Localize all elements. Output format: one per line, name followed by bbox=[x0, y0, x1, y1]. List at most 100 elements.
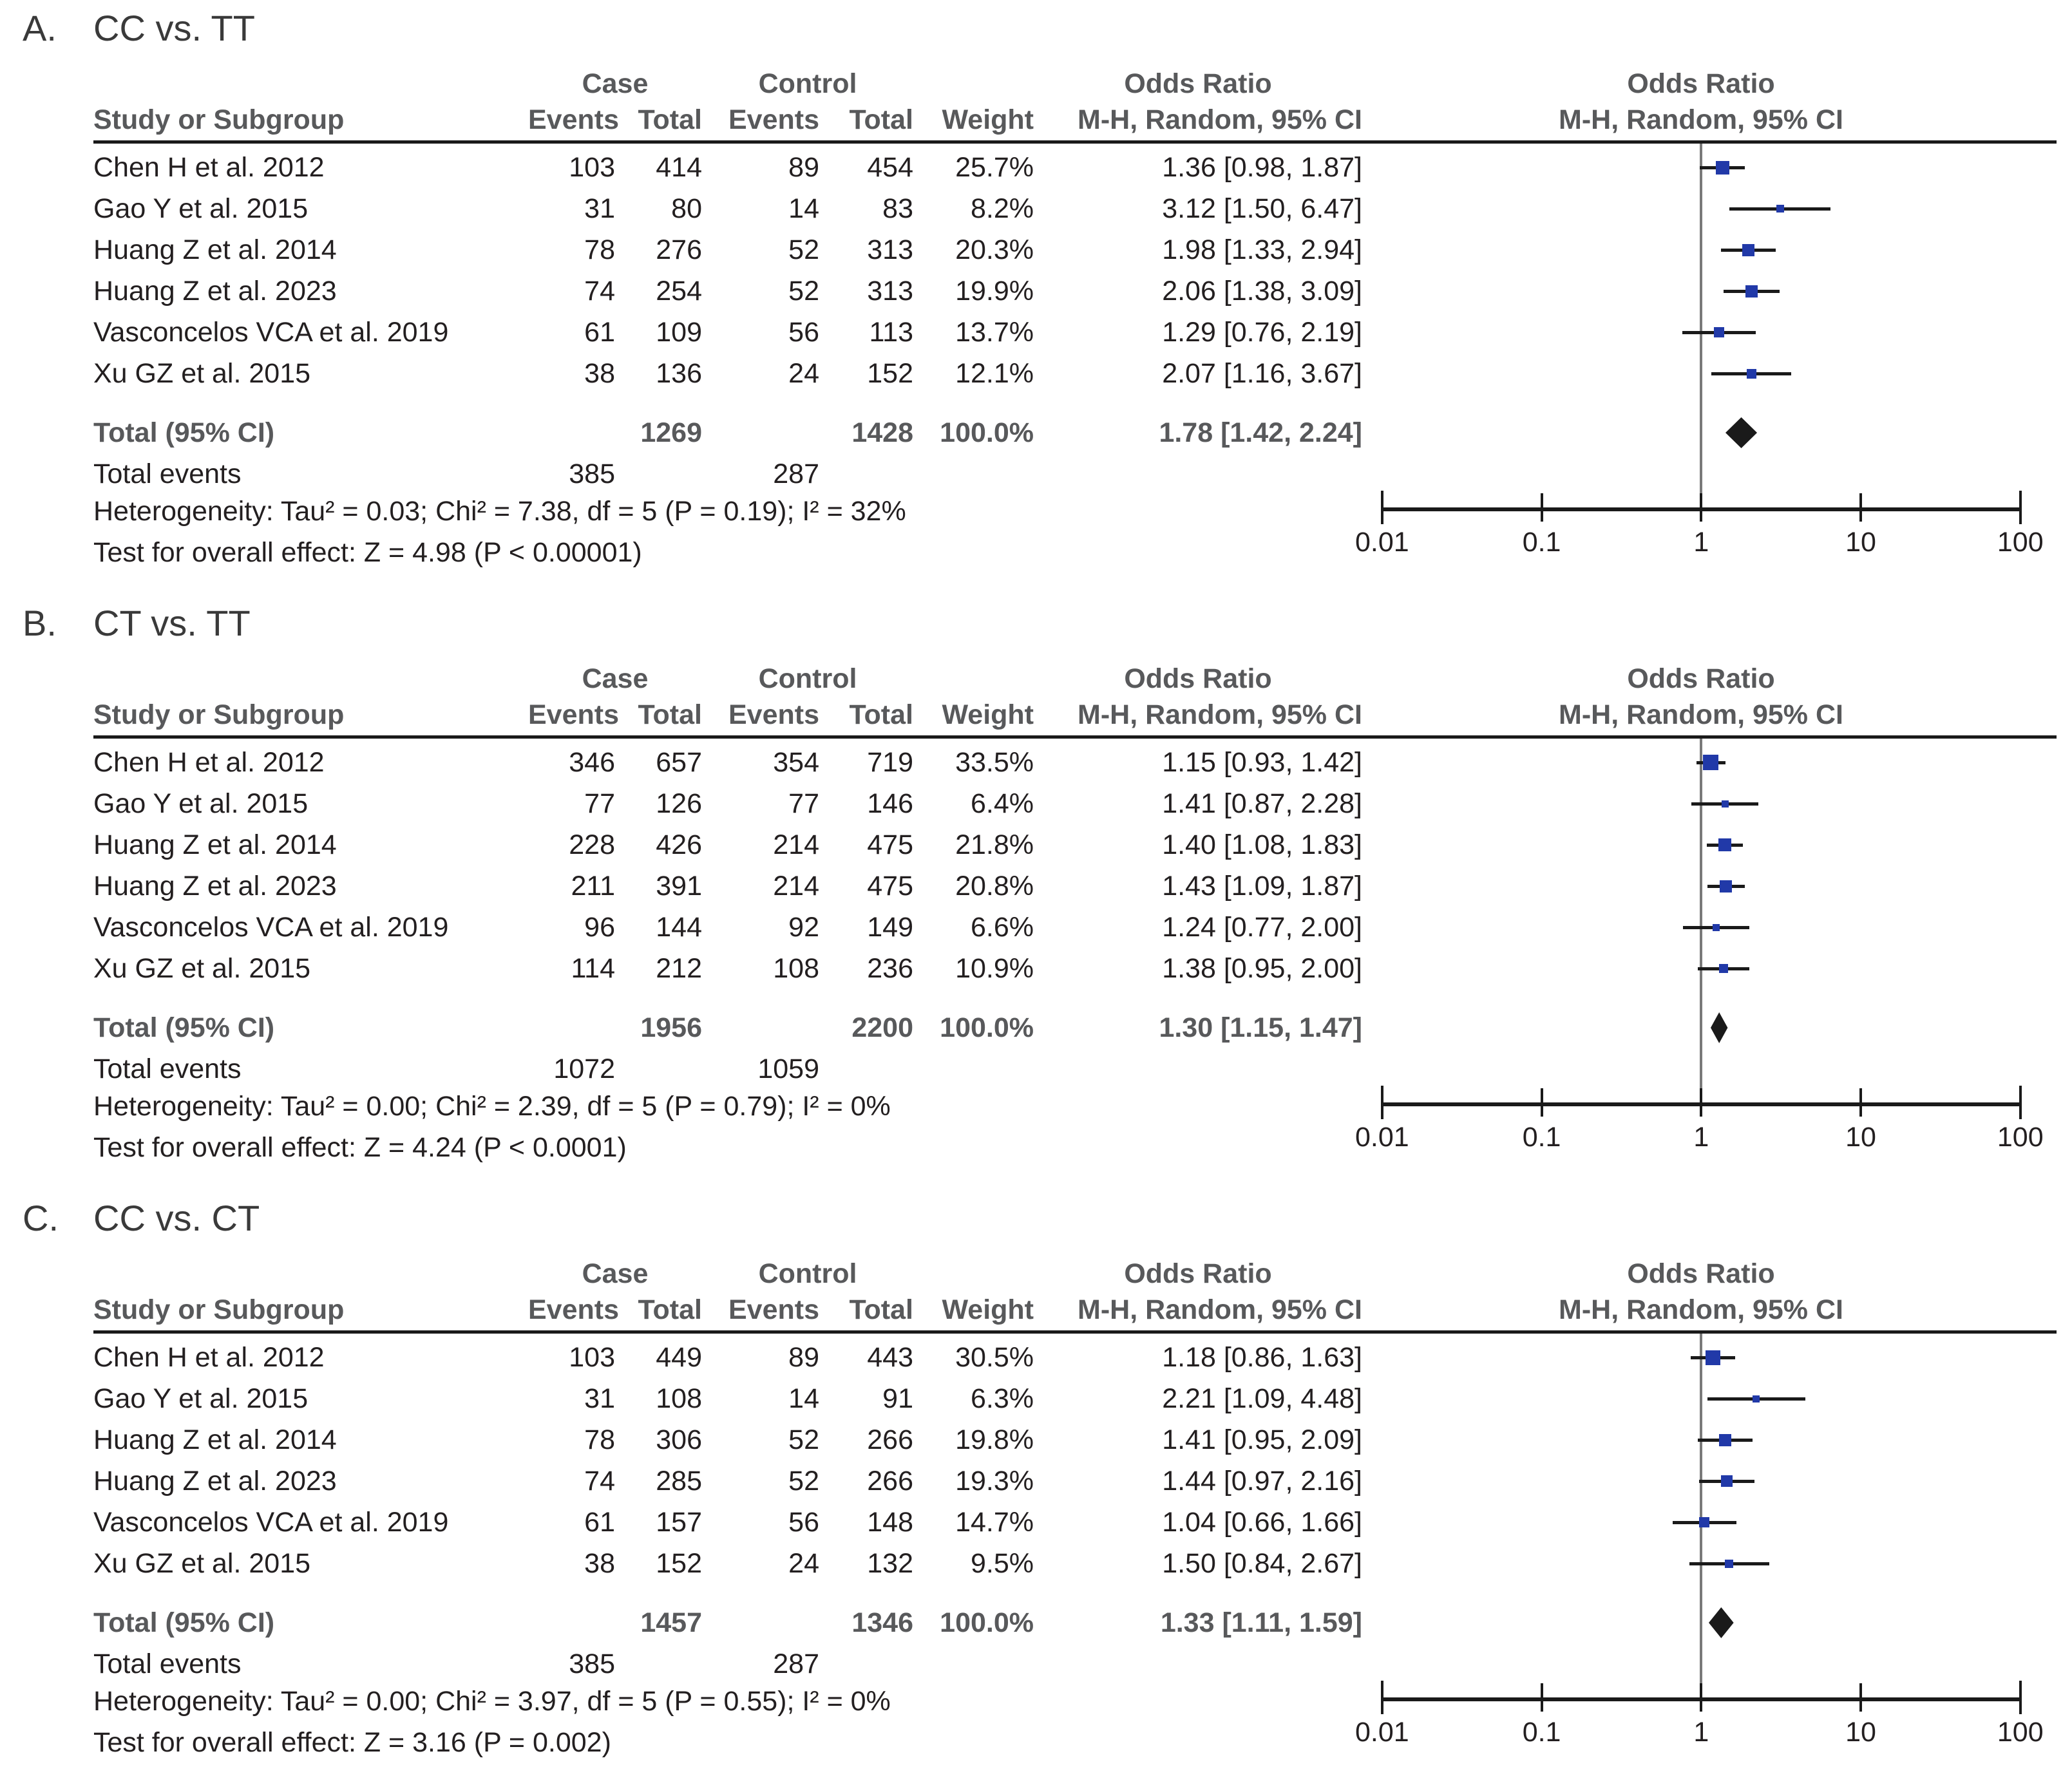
or-text-cell: 1.04 [0.66, 1.66] bbox=[1162, 1507, 1362, 1538]
axis-tick bbox=[1859, 493, 1863, 522]
case-total-cell: 157 bbox=[656, 1507, 702, 1538]
effect-square bbox=[1747, 368, 1757, 379]
case-events-header: Events bbox=[528, 104, 620, 135]
axis-tick bbox=[2019, 1681, 2022, 1714]
panel-label: B. bbox=[23, 603, 57, 643]
effect-square bbox=[1703, 755, 1719, 770]
control-total-cell: 148 bbox=[867, 1507, 913, 1538]
case-total-cell: 212 bbox=[656, 953, 702, 984]
weight-cell: 19.8% bbox=[955, 1424, 1034, 1455]
study-name-cell: Huang Z et al. 2023 bbox=[93, 276, 337, 307]
control-total-cell: 152 bbox=[867, 358, 913, 389]
total-events-control: 1059 bbox=[757, 1053, 819, 1084]
study-row: Huang Z et al. 2023 74 254 52 313 19.9% 2.06 [… bbox=[93, 270, 1362, 312]
control-events-cell: 77 bbox=[788, 788, 819, 819]
control-total-cell: 443 bbox=[867, 1342, 913, 1373]
forest-plot-area: 0.01 0.1 1 10 100 bbox=[1355, 1190, 2072, 1785]
axis-tick-label: 1 bbox=[1693, 1122, 1709, 1153]
control-events-cell: 108 bbox=[773, 953, 819, 984]
or-text-cell: 1.38 [0.95, 2.00] bbox=[1162, 953, 1362, 984]
weight-cell: 6.4% bbox=[970, 788, 1034, 819]
study-row: Xu GZ et al. 2015 114 212 108 236 10.9% 1.38 [… bbox=[93, 948, 1362, 989]
control-events-cell: 89 bbox=[788, 152, 819, 183]
study-row: Xu GZ et al. 2015 38 136 24 152 12.1% 2.07 [1.… bbox=[93, 353, 1362, 394]
study-row: Chen H et al. 2012 103 449 89 443 30.5% 1.18 [… bbox=[93, 1337, 1362, 1378]
control-total-cell: 266 bbox=[867, 1466, 913, 1497]
study-name-cell: Huang Z et al. 2023 bbox=[93, 1466, 337, 1497]
study-name-cell: Gao Y et al. 2015 bbox=[93, 788, 309, 819]
forest-plot-area: 0.01 0.1 1 10 100 bbox=[1355, 0, 2072, 595]
total-events-control: 287 bbox=[773, 1648, 819, 1679]
study-name-cell: Xu GZ et al. 2015 bbox=[93, 1548, 311, 1579]
total-weight: 100.0% bbox=[940, 1012, 1034, 1043]
total-events-row: Total events 385 287 bbox=[93, 453, 1362, 495]
control-total-cell: 475 bbox=[867, 829, 913, 860]
case-total-header: Total bbox=[638, 104, 702, 135]
weight-cell: 8.2% bbox=[970, 193, 1034, 224]
effect-square bbox=[1718, 964, 1728, 973]
weight-cell: 6.6% bbox=[970, 912, 1034, 943]
total-events-label: Total events bbox=[93, 1648, 242, 1679]
total-label: Total (95% CI) bbox=[93, 417, 275, 448]
header-rule bbox=[93, 1330, 2057, 1334]
study-row: Huang Z et al. 2023 211 391 214 475 20.8% 1.43… bbox=[93, 865, 1362, 907]
axis-tick bbox=[2019, 491, 2022, 524]
reference-line bbox=[1700, 144, 1703, 507]
control-total-cell: 236 bbox=[867, 953, 913, 984]
axis-tick bbox=[1540, 1088, 1543, 1117]
total-weight: 100.0% bbox=[940, 417, 1034, 448]
control-events-cell: 56 bbox=[788, 317, 819, 348]
case-events-cell: 61 bbox=[584, 317, 615, 348]
panel-c: C. CC vs. CT Case Control Odds Ratio Odds… bbox=[0, 1190, 2072, 1785]
panel-label: A. bbox=[23, 8, 57, 48]
study-name-cell: Xu GZ et al. 2015 bbox=[93, 953, 311, 984]
control-events-cell: 92 bbox=[788, 912, 819, 943]
case-events-cell: 78 bbox=[584, 234, 615, 265]
weight-cell: 33.5% bbox=[955, 747, 1034, 778]
case-events-cell: 96 bbox=[584, 912, 615, 943]
weight-cell: 6.3% bbox=[970, 1383, 1034, 1414]
case-events-header: Events bbox=[528, 1294, 620, 1325]
study-name-cell: Vasconcelos VCA et al. 2019 bbox=[93, 912, 449, 943]
study-row: Gao Y et al. 2015 31 108 14 91 6.3% 2.21 [1.09… bbox=[93, 1378, 1362, 1419]
case-total-cell: 285 bbox=[656, 1466, 702, 1497]
total-weight: 100.0% bbox=[940, 1607, 1034, 1638]
or-text-cell: 1.36 [0.98, 1.87] bbox=[1162, 152, 1362, 183]
weight-cell: 20.3% bbox=[955, 234, 1034, 265]
control-events-header: Events bbox=[728, 104, 819, 135]
or-text-cell: 1.18 [0.86, 1.63] bbox=[1162, 1342, 1362, 1373]
study-name-cell: Huang Z et al. 2014 bbox=[93, 829, 337, 860]
header-rule bbox=[93, 140, 2057, 144]
panel-title-text: CT vs. TT bbox=[93, 603, 251, 643]
case-total-cell: 136 bbox=[656, 358, 702, 389]
case-group-header: Case bbox=[582, 1258, 649, 1289]
study-header: Study or Subgroup bbox=[93, 1294, 345, 1325]
control-total-cell: 149 bbox=[867, 912, 913, 943]
overall-effect-text: Test for overall effect: Z = 4.24 (P < 0… bbox=[93, 1132, 627, 1163]
control-total-cell: 313 bbox=[867, 234, 913, 265]
weight-cell: 13.7% bbox=[955, 317, 1034, 348]
axis-tick-label: 100 bbox=[1997, 527, 2044, 558]
study-name-cell: Chen H et al. 2012 bbox=[93, 152, 325, 183]
odds-ratio-column-header: Odds Ratio bbox=[1124, 68, 1272, 99]
study-name-cell: Huang Z et al. 2014 bbox=[93, 1424, 337, 1455]
case-events-cell: 61 bbox=[584, 1507, 615, 1538]
column-header-row: Study or Subgroup Events Total Events To… bbox=[93, 102, 1362, 138]
axis-tick-label: 0.01 bbox=[1355, 1717, 1409, 1748]
case-events-cell: 31 bbox=[584, 1383, 615, 1414]
control-total-cell: 475 bbox=[867, 871, 913, 902]
case-group-header: Case bbox=[582, 663, 649, 694]
study-row: Chen H et al. 2012 103 414 89 454 25.7% 1.36 [… bbox=[93, 147, 1362, 188]
weight-cell: 25.7% bbox=[955, 152, 1034, 183]
case-total-cell: 254 bbox=[656, 276, 702, 307]
effect-square bbox=[1721, 800, 1729, 808]
effect-square bbox=[1718, 1433, 1731, 1446]
case-events-cell: 228 bbox=[569, 829, 615, 860]
study-row: Huang Z et al. 2014 78 306 52 266 19.8% 1.41 [… bbox=[93, 1419, 1362, 1460]
case-events-cell: 74 bbox=[584, 1466, 615, 1497]
case-events-header: Events bbox=[528, 699, 620, 730]
case-total-cell: 126 bbox=[656, 788, 702, 819]
control-total-cell: 146 bbox=[867, 788, 913, 819]
total-case-total: 1269 bbox=[640, 417, 702, 448]
